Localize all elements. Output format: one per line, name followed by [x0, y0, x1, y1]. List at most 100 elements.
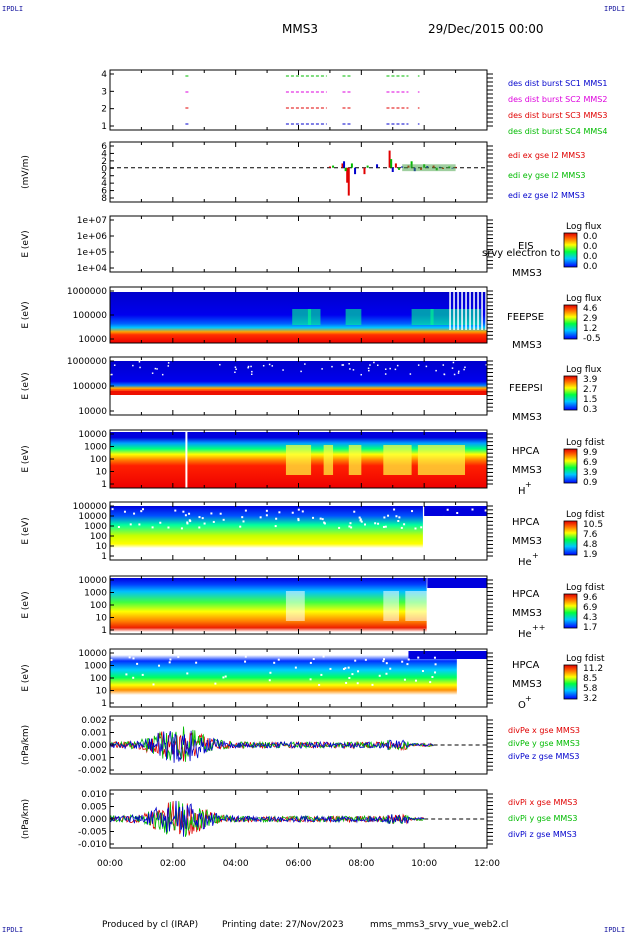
hpca_he-charge: + [532, 551, 539, 560]
hpca-o-speckle [357, 670, 360, 673]
hpca-he-speckle [442, 525, 445, 528]
divpi-legend-entry: divPi y gse MMS3 [508, 814, 577, 823]
hpca-he-speckle [212, 520, 215, 523]
feepsi-speckle [485, 364, 488, 366]
hpca-he-speckle [123, 510, 126, 513]
hpca-he-speckle [117, 526, 120, 529]
hpca-he-speckle [358, 516, 361, 519]
hpca-h-dropout [383, 445, 412, 475]
hpca-o-speckle [434, 671, 437, 674]
feepsi-speckle [348, 363, 350, 365]
hpca-h-dropout [417, 445, 466, 475]
feepse-gap-stripe [477, 290, 479, 330]
hpca-o-speckle [364, 658, 367, 661]
hpca_he-ytick-label: 1 [101, 552, 107, 562]
burst-legend-entry: des dist burst SC1 MMS1 [508, 79, 607, 88]
edi-ytick-label: 6 [101, 142, 107, 152]
hpca-he-speckle [319, 517, 322, 520]
feepsi-gap-stripe [493, 360, 495, 404]
hpca_o-ytick-label: 1 [101, 699, 107, 709]
hpca-he-speckle [275, 517, 278, 520]
hpca_hepp-ytick-label: 10000 [78, 576, 107, 586]
hpca-o-speckle [356, 682, 359, 685]
hpca-o-speckle [309, 678, 312, 681]
hpca-he-speckle [188, 512, 191, 515]
feepsi-low-band [110, 391, 487, 395]
feepsi-speckle [377, 364, 379, 367]
hpca-he-speckle [353, 510, 356, 513]
feepse-colorbar-value: 1.2 [583, 324, 597, 334]
burst-ytick-label: 2 [101, 105, 107, 115]
feepsi-speckle [304, 363, 306, 365]
hpca-he-speckle [297, 517, 300, 520]
hpca-he-speckle [411, 510, 414, 513]
hpca-o-speckle [294, 666, 297, 669]
feepse-gap-stripe [461, 290, 463, 330]
feepsi-speckle [396, 364, 399, 367]
hpca-he-speckle [382, 525, 385, 528]
feepsi-colorbar-value: 0.3 [583, 405, 597, 415]
hpca_h-charge: + [525, 480, 532, 489]
feepse-colorbar-title: Log flux [566, 294, 602, 304]
feepsi-speckle [262, 364, 265, 367]
hpca-o-speckle [407, 658, 410, 661]
hpca_hepp-colorbar [563, 593, 578, 629]
feepse-gap-stripe [465, 290, 467, 330]
eis-mms-label: MMS3 [512, 268, 542, 279]
hpca_he-colorbar-value: 4.8 [583, 540, 598, 550]
hpca-he-speckle [359, 519, 362, 522]
corner-label-bottom-left: IPDLI [2, 926, 24, 934]
hpca-o-speckle [214, 682, 217, 685]
hpca-h-dropout [348, 445, 362, 475]
hpca_h-colorbar-title: Log fdist [566, 438, 605, 448]
edi-ytick-label: 4 [101, 179, 107, 189]
eis-colorbar-value: 0.0 [583, 252, 598, 262]
feepsi-speckle [384, 368, 387, 370]
hpca-o-speckle [132, 676, 135, 679]
hpca_hepp-charge: ++ [532, 623, 545, 632]
hpca_hepp-mms-label: MMS3 [512, 608, 542, 619]
hpca_hepp-ytick-label: 1 [101, 626, 107, 636]
burst-legend-entry: des dist burst SC3 MMS3 [508, 111, 607, 120]
hpca-he-speckle [167, 526, 170, 529]
hpca-o-speckle [342, 668, 345, 671]
hpca-he-speckle [265, 509, 268, 512]
hpca-o-speckle [312, 658, 315, 661]
feepsi-speckle [235, 368, 237, 370]
burst-frame [109, 69, 488, 131]
feepsi-speckle [342, 364, 345, 366]
edi-ytick-label: 0 [101, 164, 107, 174]
time-tick-label: 10:00 [411, 859, 437, 869]
divpe-ytick-label: -0.002 [78, 766, 107, 776]
hpca-he-speckle [184, 514, 187, 517]
hpca_o-ytick-label: 10000 [78, 649, 107, 659]
hpca-he-speckle [239, 525, 242, 528]
feepsi-speckle [247, 365, 250, 368]
feepse-enhancement [292, 309, 312, 325]
feepse-gap-stripe [469, 290, 471, 330]
feepsi-ytick-label: 1000000 [67, 357, 107, 367]
hpca-he-speckle [484, 516, 487, 519]
hpca-o-speckle [344, 667, 347, 670]
feepsi-speckle [389, 367, 391, 370]
feepsi-speckle [331, 365, 333, 368]
feepsi-speckle [282, 369, 284, 371]
hpca-he-speckle [360, 520, 363, 523]
edi-legend-entry: edi ey gse l2 MMS3 [508, 171, 586, 180]
hpca-he-speckle [395, 515, 398, 518]
feepsi-speckle [394, 368, 397, 371]
feepsi-speckle [425, 365, 428, 368]
edi-ytick-label: 6 [101, 187, 107, 197]
divpi-ylabel: (nPa/km) [21, 799, 31, 839]
eis-colorbar-title: Log flux [566, 222, 602, 232]
hpca-o-speckle [403, 678, 406, 681]
feepsi-speckle [300, 370, 302, 373]
hpca-o-speckle [417, 656, 420, 659]
feepsi-speckle [452, 361, 455, 364]
hpca-he-late-band [424, 506, 487, 516]
hpca_o-colorbar-value: 11.2 [583, 664, 603, 674]
hpca_he-ytick-label: 10 [96, 542, 108, 552]
feepsi-speckle [369, 364, 371, 366]
hpca-he-speckle [203, 522, 206, 525]
hpca_h-species: H [518, 486, 526, 497]
